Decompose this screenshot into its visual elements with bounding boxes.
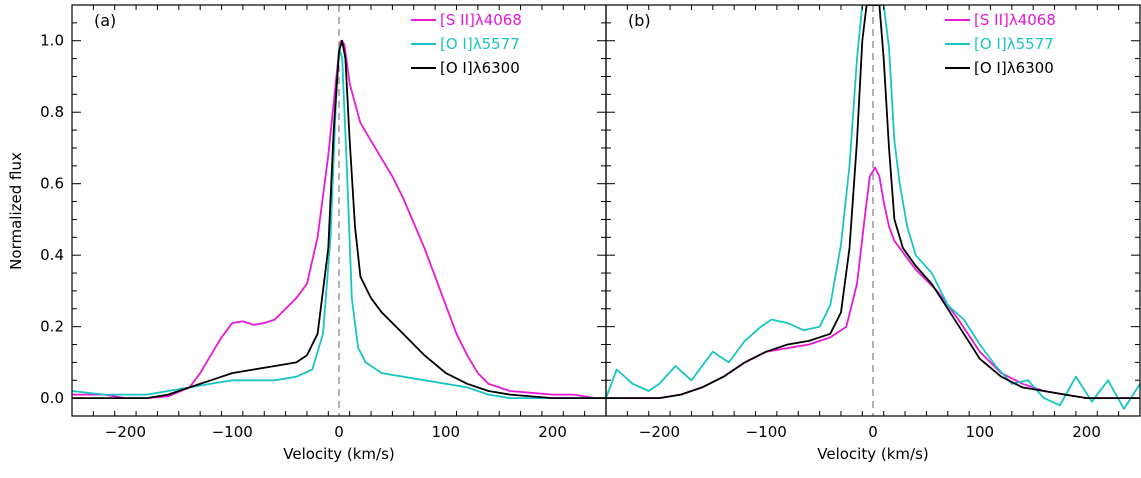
panel-a: −200 −100 0 100 200 0.0 0.2 0.4 0.6 0.8 1.0 Velocit… bbox=[40, 4, 607, 463]
legend-label: [S II]λ4068 bbox=[440, 11, 522, 29]
x-tick-label: 0 bbox=[334, 423, 344, 441]
y-tick-label: 0.4 bbox=[40, 246, 64, 264]
series-line-2 bbox=[606, 5, 1140, 399]
x-tick-label: 200 bbox=[538, 423, 567, 441]
y-axis-title: Normalized flux bbox=[7, 152, 25, 270]
x-tick-label: −200 bbox=[105, 423, 146, 441]
y-tick-label: 0.6 bbox=[40, 175, 64, 193]
y-tick-label: 0.0 bbox=[40, 389, 64, 407]
panel-b: −200 −100 0 100 200 Velocity (km/s) (b) [S II]λ… bbox=[605, 4, 1141, 463]
x-tick-label: −200 bbox=[639, 423, 680, 441]
y-tick-label: 0.8 bbox=[40, 103, 64, 121]
x-axis-title: Velocity (km/s) bbox=[283, 445, 394, 463]
x-tick-label: 0 bbox=[868, 423, 878, 441]
x-tick-label: 200 bbox=[1072, 423, 1101, 441]
y-tick-label: 1.0 bbox=[40, 32, 64, 50]
series-line-0 bbox=[72, 39, 606, 399]
panel-label: (b) bbox=[628, 11, 651, 30]
legend-label: [O I]λ6300 bbox=[974, 59, 1054, 77]
legend-label: [O I]λ6300 bbox=[440, 59, 520, 77]
x-tick-label: 100 bbox=[431, 423, 460, 441]
y-tick-label: 0.2 bbox=[40, 318, 64, 336]
x-tick-label: −100 bbox=[746, 423, 787, 441]
panel-label: (a) bbox=[94, 11, 116, 30]
series-line-2 bbox=[72, 39, 606, 399]
x-axis-title: Velocity (km/s) bbox=[817, 445, 928, 463]
legend-label: [S II]λ4068 bbox=[974, 11, 1056, 29]
x-tick-label: −100 bbox=[212, 423, 253, 441]
plot-frame bbox=[605, 4, 1141, 417]
x-tick-label: 100 bbox=[965, 423, 994, 441]
legend-label: [O I]λ5577 bbox=[440, 35, 520, 53]
legend-label: [O I]λ5577 bbox=[974, 35, 1054, 53]
